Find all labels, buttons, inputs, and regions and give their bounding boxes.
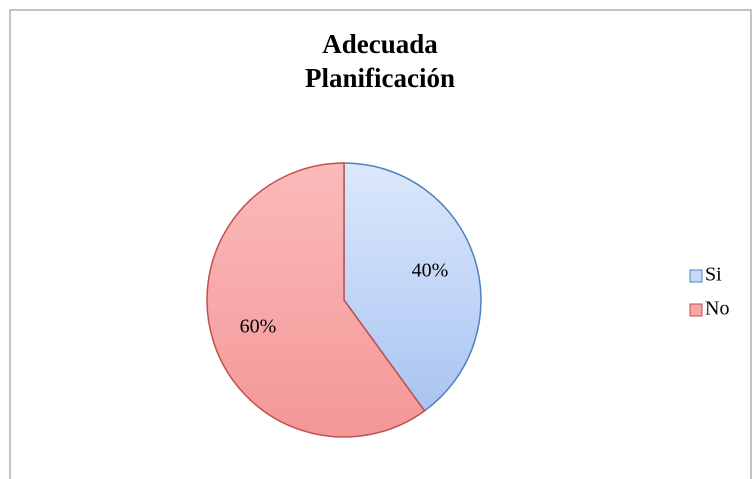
chart-frame [9, 9, 752, 479]
chart-title: Planificación [305, 63, 455, 93]
pie-slice [343, 162, 482, 412]
data-label: 60% [240, 316, 277, 338]
legend-label: No [705, 298, 729, 320]
data-label: 40% [412, 260, 449, 282]
chart-title: Adecuada [322, 29, 438, 59]
legend-swatch [689, 303, 703, 317]
legend-swatch [689, 269, 703, 283]
pie-slice [206, 162, 426, 438]
legend-label: Si [705, 264, 722, 286]
